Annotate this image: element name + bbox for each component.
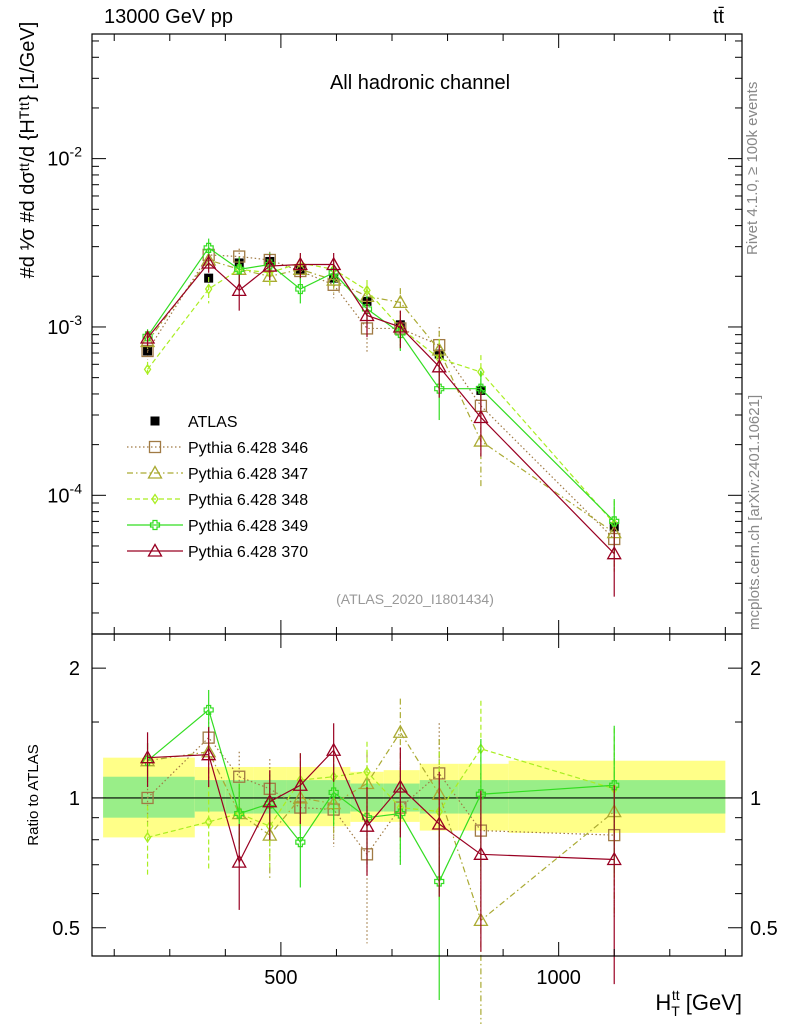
ratio-series-5-point: [292, 777, 308, 791]
ratio-series-2-point: [262, 827, 278, 841]
ratio-series-5-point: [231, 854, 247, 868]
ratio-series-5-point: [392, 779, 408, 793]
energy-label: 13000 GeV pp: [104, 6, 233, 28]
main-series-3-point: [392, 294, 408, 309]
ratio-series-3-point: [204, 816, 213, 828]
ratio-series-5-point: [606, 851, 622, 866]
main-series-6-point: [139, 330, 156, 344]
ratio-series-5-point: [139, 749, 156, 764]
ratio-series-5-point: [359, 818, 375, 832]
main-series-5-point: [434, 383, 445, 394]
main-series-5-point: [475, 383, 486, 394]
legend-marker: [147, 465, 163, 479]
legend-marker: [148, 440, 162, 454]
ratio-band-inner: [103, 776, 195, 818]
main-series-6-point: [431, 358, 447, 373]
main-series-5-point: [203, 242, 214, 253]
main-series-6-point: [326, 256, 342, 271]
main-series-5-point: [328, 267, 339, 278]
main-series-5-point: [395, 327, 406, 339]
main-series-6-point: [262, 258, 278, 272]
main-series-4-point: [143, 363, 152, 376]
mcplots-label: mcplots.cern.ch [arXiv:2401.10621]: [746, 394, 763, 630]
main-series-6-line: [147, 262, 615, 555]
ratio-y-tick-label-right: 2: [750, 658, 761, 680]
process-label: tt̄: [713, 6, 725, 28]
ratio-y-tick-label-right: 0.5: [750, 918, 778, 940]
ratio-series-3-point: [143, 831, 152, 844]
ratio-series-4-point: [203, 704, 214, 716]
main-series-6-point: [292, 256, 308, 271]
legend-label: Pythia 6.428 347: [188, 466, 308, 483]
y-axis-label: #d ¹⁄σ #d dσᵗᵗ/d {Hᵀᵗᵗ} [1/GeV]: [17, 22, 39, 279]
x-axis-label: HTtt [GeV]: [655, 987, 742, 1019]
legend-label: Pythia 6.428 348: [188, 492, 308, 509]
ratio-series-2-point: [392, 724, 408, 738]
main-series-5-point: [295, 283, 306, 295]
legend-marker: [149, 519, 161, 531]
ratio-series-5-point: [431, 816, 447, 830]
ratio-series-5-point: [201, 746, 217, 761]
legend-marker: [151, 493, 159, 505]
y-tick-label: 10-3: [47, 312, 82, 339]
legend-label: Pythia 6.428 370: [188, 544, 308, 561]
ratio-y-tick-label: 2: [69, 658, 80, 680]
ratio-y-tick-label: 0.5: [52, 918, 80, 940]
ratio-series-5-point: [473, 846, 489, 860]
y-tick-label: 10-4: [47, 480, 82, 507]
main-series-5-point: [234, 264, 245, 275]
panel-title: All hadronic channel: [330, 72, 510, 94]
ratio-y-tick-label-right: 1: [750, 788, 761, 810]
legend-label: Pythia 6.428 346: [188, 440, 308, 457]
ratio-band-inner: [508, 780, 726, 814]
ratio-series-4-point: [295, 836, 306, 848]
main-series-3-point: [139, 333, 156, 348]
ratio-series-4-point: [609, 780, 620, 791]
x-tick-label: 500: [264, 967, 297, 989]
main-series-6-point: [392, 319, 408, 333]
ratio-y-axis-label: Ratio to ATLAS: [25, 744, 42, 845]
main-series-6-point: [473, 409, 489, 424]
x-tick-label: 1000: [536, 967, 581, 989]
ratio-series-1-point: [233, 770, 246, 783]
ratio-series-4-point: [234, 808, 245, 819]
main-series-6-point: [231, 282, 247, 297]
legend-marker: [150, 416, 160, 426]
ratio-series-4-point: [264, 798, 275, 809]
main-series-5-point: [609, 516, 620, 527]
y-tick-label: 10-2: [47, 144, 82, 171]
ratio-series-4-point: [434, 876, 445, 887]
main-series-4-point: [363, 284, 371, 297]
main-series-6-point: [201, 255, 217, 269]
ratio-series-3-point: [363, 766, 371, 778]
ratio-series-4-point: [475, 789, 486, 800]
ratio-series-4-point: [328, 787, 339, 798]
ratio-frame: [91, 633, 743, 957]
main-series-4-point: [204, 283, 213, 295]
ratio-series-1-point: [141, 791, 154, 805]
main-series-6-point: [359, 307, 375, 322]
rivet-version-label: Rivet 4.1.0, ≥ 100k events: [744, 81, 761, 255]
legend-label: Pythia 6.428 349: [188, 518, 308, 535]
ratio-series-5-point: [262, 793, 278, 808]
main-series-3-point: [326, 272, 342, 286]
ratio-y-tick-label: 1: [69, 788, 80, 810]
legend-label: ATLAS: [188, 414, 238, 431]
legend-marker: [147, 543, 163, 557]
main-series-6-point: [606, 545, 622, 560]
watermark: (ATLAS_2020_I1801434): [336, 591, 494, 607]
ratio-series-5-point: [326, 742, 342, 756]
ratio-series-4-point: [395, 808, 406, 819]
